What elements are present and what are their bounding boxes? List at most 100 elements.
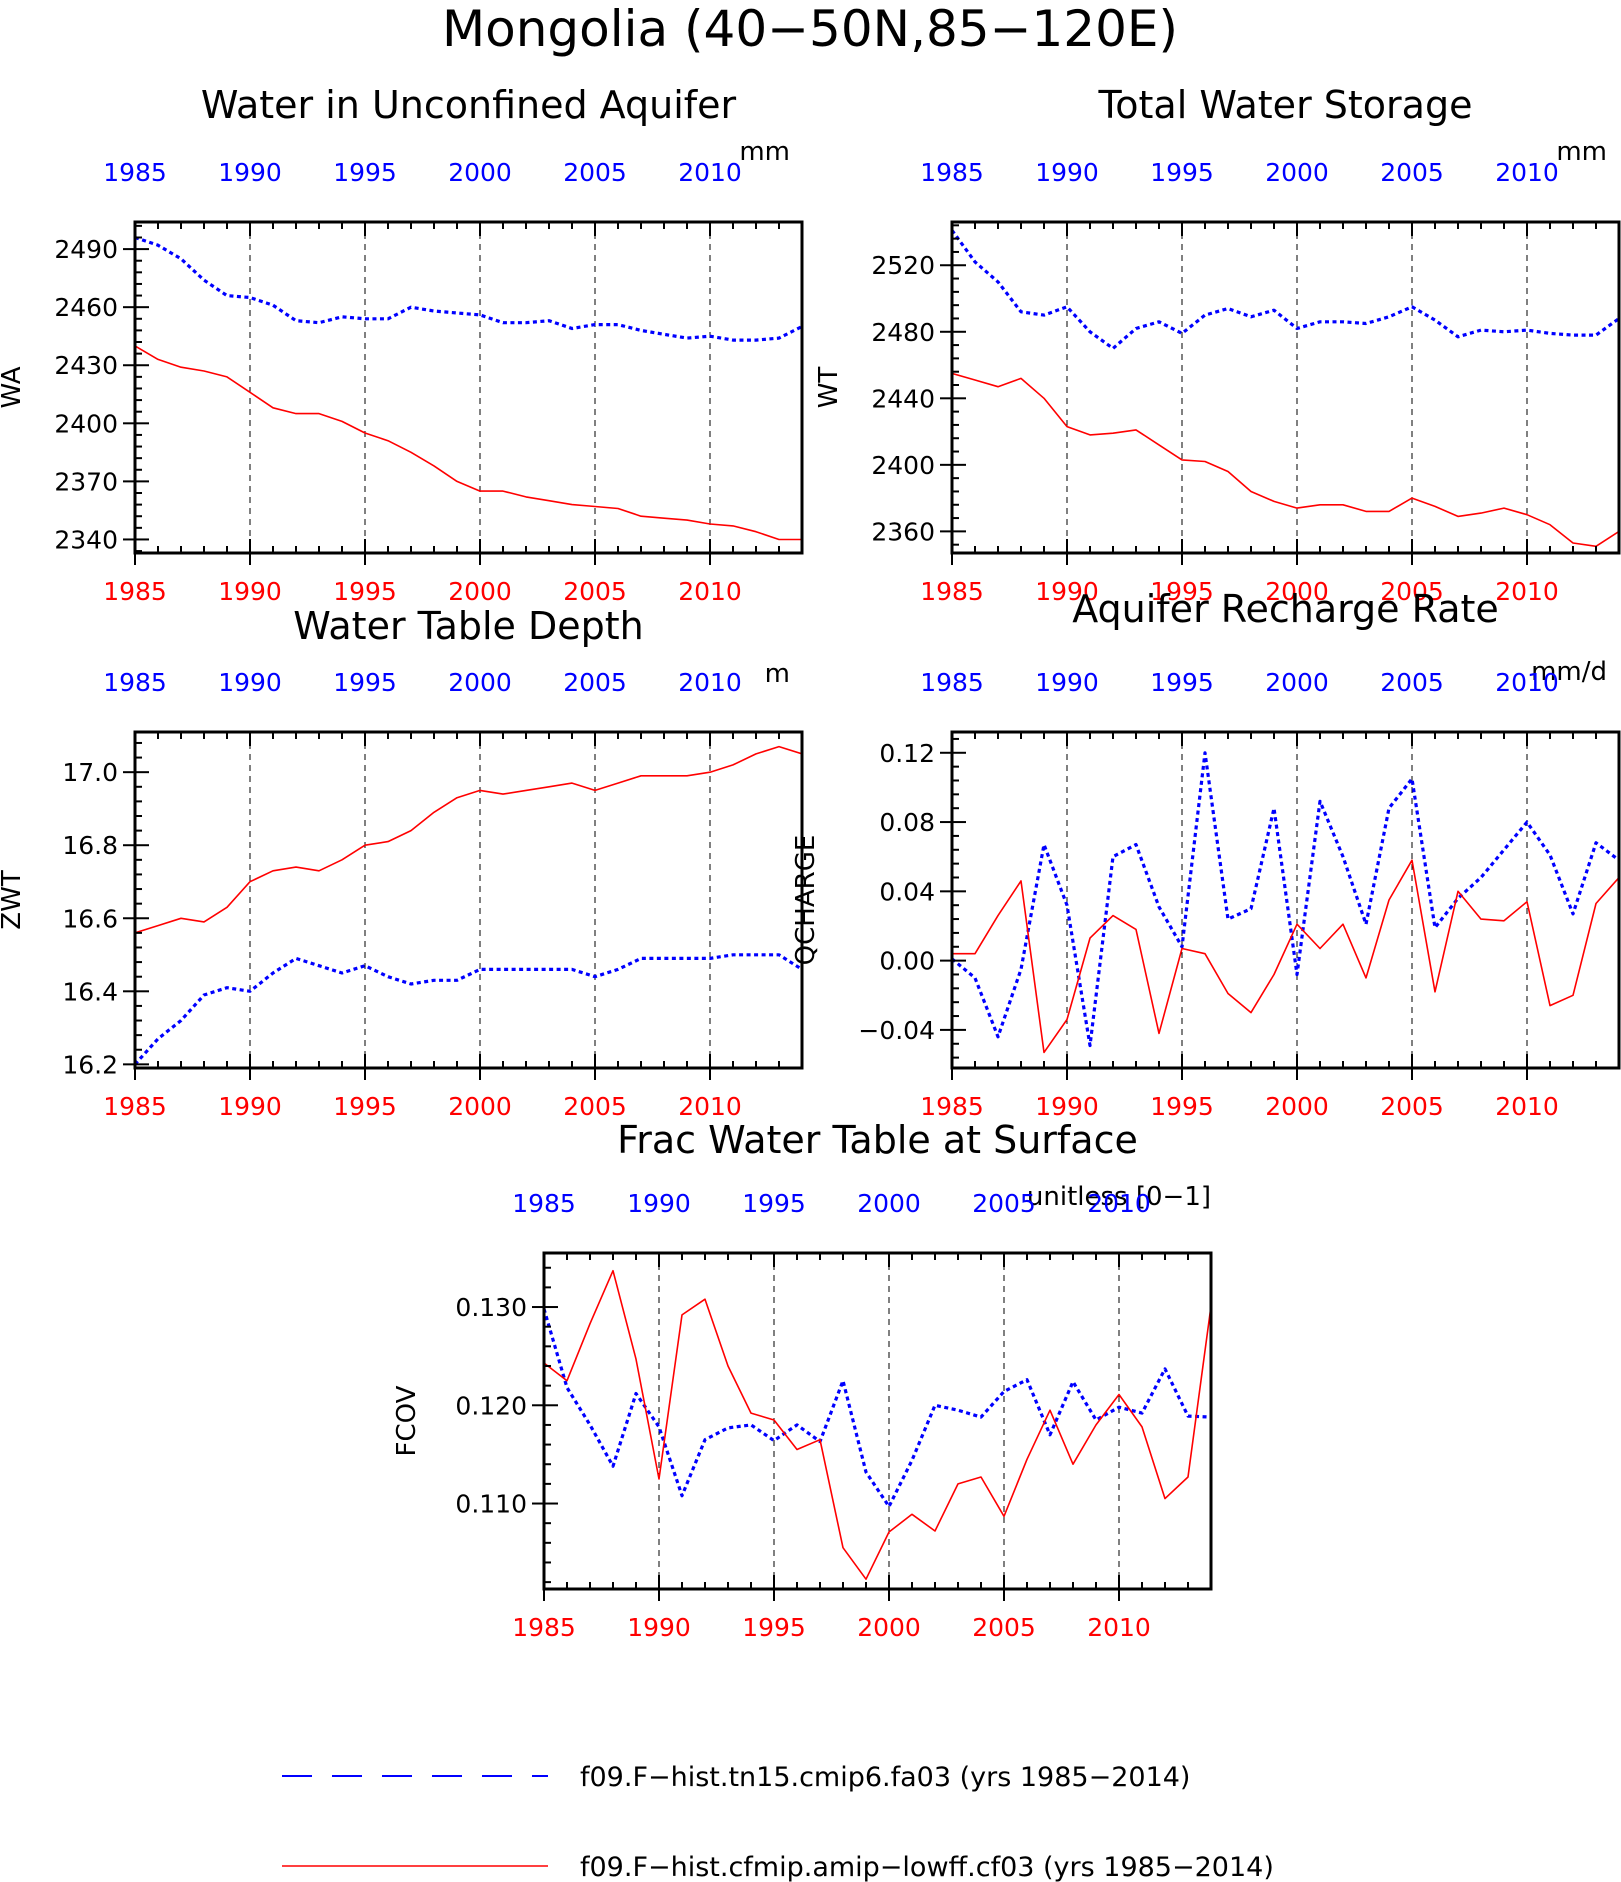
y-tick-label: 16.8 [62, 831, 118, 860]
x-tick-label-bottom: 2005 [1380, 1092, 1444, 1121]
x-tick-label-bottom: 1985 [920, 1092, 984, 1121]
y-tick-label: 0.04 [879, 877, 935, 906]
x-tick-label-bottom: 1990 [627, 1613, 691, 1642]
panels: Water in Unconfined AquifermmWA198519851… [0, 83, 1621, 1642]
x-tick-label-bottom: 2010 [1495, 1092, 1559, 1121]
x-tick-label-bottom: 1995 [1150, 577, 1214, 606]
x-tick-label-bottom: 2005 [563, 577, 627, 606]
y-tick-label: 16.2 [62, 1050, 118, 1079]
plot-area [135, 745, 802, 1066]
x-tick-label-top: 1990 [218, 668, 282, 697]
x-tick-label-bottom: 2010 [1495, 577, 1559, 606]
y-tick-label: 2340 [54, 525, 118, 554]
plot-frame [950, 220, 1621, 555]
y-tick-label: 2400 [54, 409, 118, 438]
x-tick-label-bottom: 2000 [1265, 1092, 1329, 1121]
figure-title: Mongolia (40−50N,85−120E) [442, 0, 1178, 58]
y-tick-label: 2400 [871, 451, 935, 480]
x-tick-label-top: 1985 [920, 158, 984, 187]
x-tick-label-bottom: 2000 [448, 1092, 512, 1121]
x-tick-label-top: 2005 [1380, 668, 1444, 697]
panel-title: Total Water Storage [1098, 83, 1473, 127]
x-tick-label-top: 2005 [563, 668, 627, 697]
x-tick-label-bottom: 2010 [1087, 1613, 1151, 1642]
series-line-run-b [135, 745, 802, 934]
x-tick-label-bottom: 1995 [333, 577, 397, 606]
x-tick-label-bottom: 2010 [678, 1092, 742, 1121]
legend-label-1: f09.F−hist.tn15.cmip6.fa03 (yrs 1985−201… [580, 1762, 1190, 1793]
x-tick-label-bottom: 2000 [448, 577, 512, 606]
plot-frame [133, 730, 804, 1070]
x-tick-label-bottom: 1990 [1035, 577, 1099, 606]
x-tick-label-bottom: 1985 [512, 1613, 576, 1642]
series-line-run-b [952, 859, 1619, 1054]
y-tick-label: 0.00 [879, 947, 935, 976]
x-tick-label-top: 2000 [448, 158, 512, 187]
x-tick-label-top: 1995 [1150, 158, 1214, 187]
y-tick-label: 0.08 [879, 808, 935, 837]
x-tick-label-top: 2010 [1495, 158, 1559, 187]
x-tick-label-bottom: 1990 [218, 1092, 282, 1121]
y-tick-label: 0.120 [455, 1391, 527, 1420]
x-tick-label-bottom: 1995 [742, 1613, 806, 1642]
y-axis-label: QCHARGE [791, 835, 821, 966]
series-line-run-a [135, 235, 802, 342]
x-tick-label-bottom: 2000 [1265, 577, 1329, 606]
panel-title: Aquifer Recharge Rate [1072, 587, 1499, 631]
series-line-run-b [135, 345, 802, 541]
y-tick-label: 2440 [871, 384, 935, 413]
plot-frame [133, 220, 804, 555]
panel-5: Frac Water Table at Surface unitless [0−1… [392, 1118, 1213, 1642]
x-tick-label-bottom: 2005 [972, 1613, 1036, 1642]
units-label: mm/d [1531, 657, 1607, 687]
y-tick-label: 0.110 [455, 1490, 527, 1519]
y-tick-label: 0.130 [455, 1293, 527, 1322]
y-tick-label: 2480 [871, 318, 935, 347]
plot-area [544, 1269, 1211, 1580]
x-tick-label-top: 2000 [857, 1189, 921, 1218]
y-axis-label: WT [814, 367, 844, 409]
x-tick-label-top: 2000 [448, 668, 512, 697]
y-tick-label: 0.12 [879, 739, 935, 768]
x-tick-label-top: 2000 [1265, 668, 1329, 697]
units-label: mm [739, 137, 790, 167]
plot-frame [542, 1251, 1213, 1591]
x-tick-label-top: 1995 [1150, 668, 1214, 697]
x-tick-label-bottom: 1990 [1035, 1092, 1099, 1121]
x-tick-label-top: 2005 [1380, 158, 1444, 187]
x-tick-label-bottom: 2005 [563, 1092, 627, 1121]
y-tick-label: 2520 [871, 251, 935, 280]
x-tick-label-top: 2010 [1087, 1189, 1151, 1218]
x-tick-label-bottom: 1985 [920, 577, 984, 606]
x-tick-label-top: 1995 [742, 1189, 806, 1218]
x-tick-label-top: 1990 [1035, 668, 1099, 697]
x-tick-label-bottom: 1995 [333, 1092, 397, 1121]
x-tick-label-top: 2000 [1265, 158, 1329, 187]
x-tick-label-bottom: 1990 [218, 577, 282, 606]
panel-title: Water in Unconfined Aquifer [201, 83, 737, 127]
x-tick-label-top: 1985 [920, 668, 984, 697]
x-tick-label-top: 1985 [103, 158, 167, 187]
x-tick-label-top: 1985 [512, 1189, 576, 1218]
x-tick-label-top: 2010 [1495, 668, 1559, 697]
x-tick-label-bottom: 1985 [103, 577, 167, 606]
y-tick-label: 2460 [54, 293, 118, 322]
series-line-run-b [952, 372, 1619, 548]
plot-area [952, 229, 1619, 548]
y-axis-label: ZWT [0, 870, 27, 930]
units-label: m [765, 659, 790, 689]
panel-4: Aquifer Recharge Rate mm/d QCHARGE 1985 1985… [791, 587, 1621, 1121]
units-label: mm [1556, 137, 1607, 167]
x-tick-label-bottom: 2005 [1380, 577, 1444, 606]
y-tick-label: 16.4 [62, 977, 118, 1006]
y-tick-label: 2370 [54, 467, 118, 496]
y-axis-label: FCOV [392, 1385, 422, 1456]
x-tick-label-top: 2005 [563, 158, 627, 187]
units-label: unitless [0−1] [1027, 1182, 1211, 1212]
x-tick-label-bottom: 1985 [103, 1092, 167, 1121]
plot-area [952, 751, 1619, 1054]
panel-2: Total Water Storage mm WT 1985 1985 1990 1990 1… [814, 83, 1621, 606]
plot-frame [950, 730, 1621, 1070]
